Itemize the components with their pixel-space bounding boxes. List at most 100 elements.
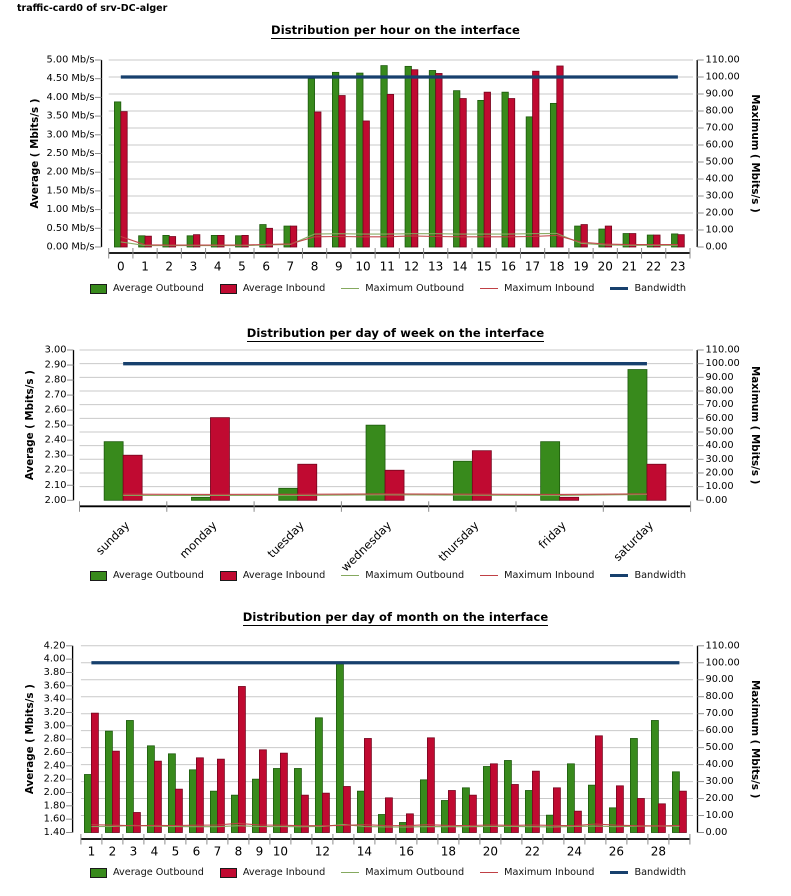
bar <box>321 792 330 833</box>
right-axis-tick-label: 80.00 <box>706 691 734 702</box>
legend-swatch-maximum-outbound <box>341 871 360 874</box>
bar <box>331 71 340 248</box>
bar <box>616 785 624 833</box>
x-category-label: 22 <box>646 260 661 274</box>
legend-item-average-outbound[interactable]: Average Outbound <box>89 570 204 581</box>
series-avg-inbound <box>91 686 687 833</box>
bar <box>540 441 561 501</box>
x-category-label: 5 <box>172 845 180 859</box>
legend-item-bandwidth[interactable]: Bandwidth <box>610 570 686 581</box>
legend-swatch-average-inbound <box>219 867 237 878</box>
bar <box>335 663 344 833</box>
legend-label: Bandwidth <box>634 570 687 581</box>
bar <box>365 424 386 501</box>
legend-item-maximum-inbound[interactable]: Maximum Inbound <box>480 867 594 878</box>
bar <box>356 72 364 248</box>
bar <box>588 784 596 833</box>
legend-item-average-inbound[interactable]: Average Inbound <box>219 867 325 878</box>
right-axis-tick-label: 100.00 <box>706 358 740 369</box>
legend-item-average-inbound[interactable]: Average Inbound <box>219 283 326 294</box>
legend-item-average-inbound[interactable]: Average Inbound <box>219 570 326 581</box>
x-category-label: 18 <box>549 260 564 274</box>
legend-item-maximum-outbound[interactable]: Maximum Outbound <box>341 570 464 581</box>
series-avg-outbound <box>103 369 648 501</box>
left-axis-tick-label: 2.30 <box>45 450 67 461</box>
chart-title-hourly: Distribution per hour on the interface <box>0 23 791 39</box>
legend-item-bandwidth[interactable]: Bandwidth <box>610 867 686 878</box>
bar <box>167 753 176 833</box>
legend-label: Maximum Outbound <box>365 283 465 294</box>
bar <box>132 812 141 833</box>
bar <box>144 235 152 248</box>
x-category-label: 12 <box>315 845 330 859</box>
legend-item-bandwidth[interactable]: Bandwidth <box>610 283 686 294</box>
bar <box>193 234 201 248</box>
x-category-label: 3 <box>190 260 198 274</box>
bar <box>629 233 637 248</box>
legend-swatch-average-inbound <box>219 283 237 294</box>
legend-label: Bandwidth <box>634 283 687 294</box>
bar <box>380 65 388 248</box>
x-category-label: 18 <box>441 845 456 859</box>
chart-title-monthly: Distribution per day of month on the int… <box>0 610 791 626</box>
bar <box>604 225 613 248</box>
chart-title-hourly-text: Distribution per hour on the interface <box>271 23 520 39</box>
bar <box>293 768 302 833</box>
bar <box>609 807 617 833</box>
legend-label: Maximum Inbound <box>504 283 595 294</box>
left-axis-tick-label: 2.80 <box>44 734 66 745</box>
bar <box>404 65 412 248</box>
bar <box>525 116 533 248</box>
left-axis-tick-label: 4.00 <box>44 654 66 665</box>
legend-item-maximum-inbound[interactable]: Maximum Inbound <box>480 570 594 581</box>
legend-label: Maximum Inbound <box>504 867 595 878</box>
legend-item-maximum-outbound[interactable]: Maximum Outbound <box>341 283 464 294</box>
legend-label: Average Outbound <box>112 867 204 878</box>
right-axis-tick-label: 80.00 <box>706 385 734 396</box>
bar <box>553 787 561 833</box>
x-category-label: 21 <box>622 260 637 274</box>
left-axis-title: Average ( Mbits/s ) <box>24 684 36 794</box>
legend-item-maximum-outbound[interactable]: Maximum Outbound <box>341 867 464 878</box>
series-max-outbound-line <box>123 493 647 497</box>
left-axis-tick-label: 3.60 <box>44 680 66 691</box>
left-axis-tick-label: 3.80 <box>44 667 66 678</box>
legend-label: Average Inbound <box>242 283 326 294</box>
series-avg-outbound <box>84 663 680 833</box>
report-title: traffic-card0 of srv-DC-alger <box>17 3 168 14</box>
right-axis-tick-label: 30.00 <box>706 191 734 202</box>
x-category-label: thursday <box>436 518 482 564</box>
right-axis-tick-label: 60.00 <box>706 140 734 151</box>
right-axis-tick-label: 100.00 <box>706 657 740 668</box>
bar <box>105 730 113 833</box>
bar <box>314 111 322 248</box>
legend-item-average-outbound[interactable]: Average Outbound <box>89 283 204 294</box>
left-axis-tick-label: 5.00 Mb/s <box>46 55 94 66</box>
legend-item-maximum-inbound[interactable]: Maximum Inbound <box>480 283 594 294</box>
right-axis-tick-label: 50.00 <box>706 426 734 437</box>
right-axis-tick-label: 40.00 <box>706 759 734 770</box>
x-category-label: 0 <box>117 260 125 274</box>
bar <box>386 94 395 248</box>
bar <box>122 454 143 501</box>
x-category-label: monday <box>177 518 220 561</box>
bar <box>651 720 659 833</box>
right-axis-tick-label: 110.00 <box>706 345 740 356</box>
legend-swatch-maximum-inbound <box>480 871 499 874</box>
bar <box>428 70 437 248</box>
legend-label: Average Inbound <box>242 570 326 581</box>
x-category-label: 6 <box>193 845 201 859</box>
bar <box>265 227 273 248</box>
x-category-label: 2 <box>109 845 117 859</box>
bar <box>114 101 122 248</box>
bar <box>503 760 512 833</box>
legend-label: Average Outbound <box>112 283 204 294</box>
x-category-label: 16 <box>501 260 516 274</box>
bar <box>646 463 667 501</box>
x-category-label: 8 <box>235 845 243 859</box>
bar <box>146 745 155 833</box>
legend-hourly: Average Outbound Average Inbound Maximum O… <box>0 283 776 294</box>
legend-item-average-outbound[interactable]: Average Outbound <box>89 867 204 878</box>
chart-plot-1: 2.00 2.10 2.20 2.30 2.40 2.50 2.60 2.70 2.80 2.90… <box>24 345 761 575</box>
